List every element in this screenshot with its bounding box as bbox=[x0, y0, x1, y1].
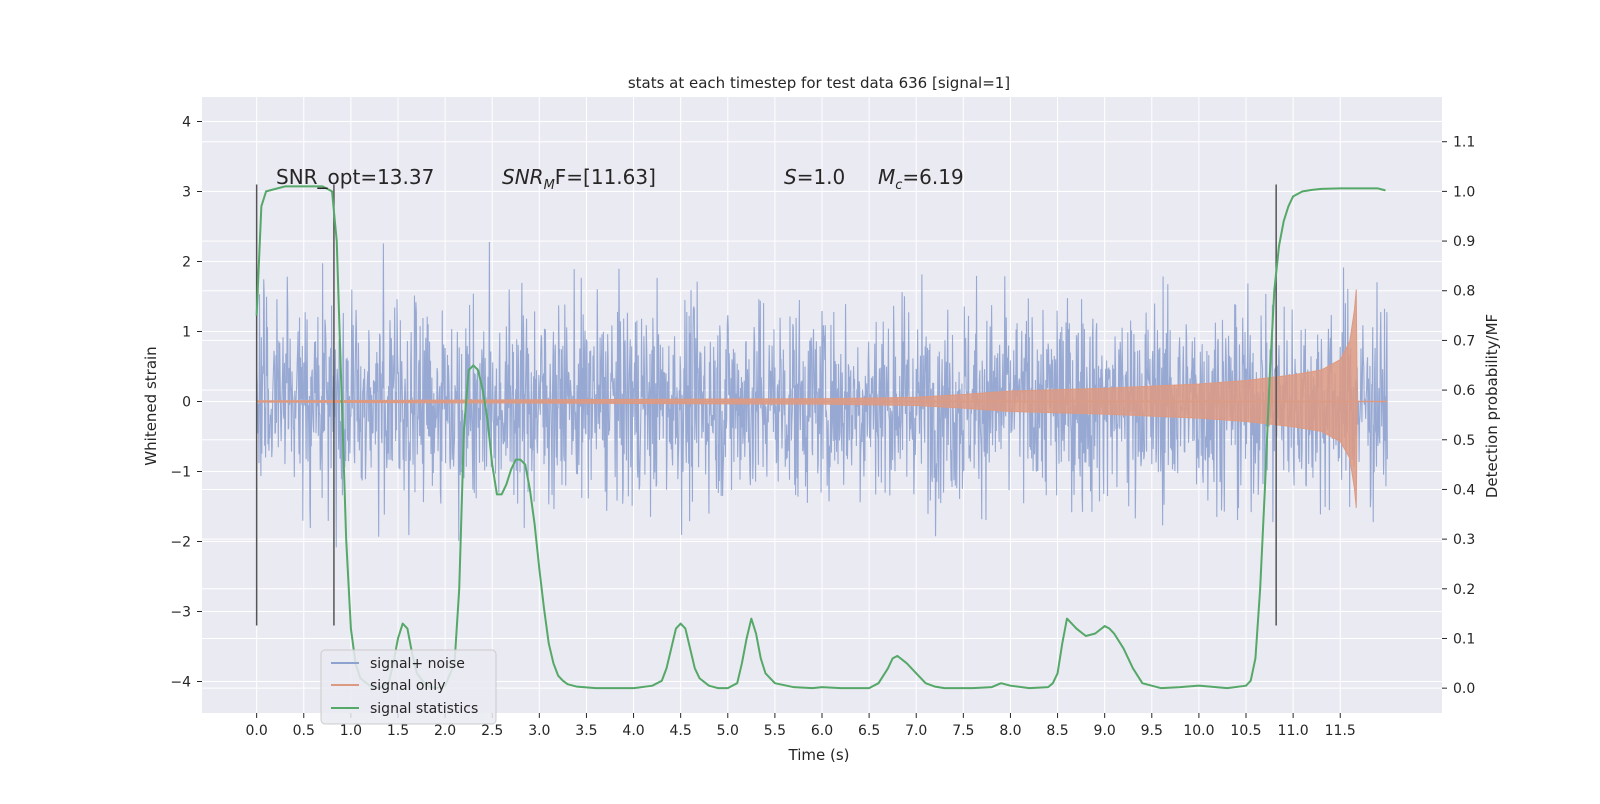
annotation-mc: Mc=6.19 bbox=[878, 165, 964, 193]
x-tick-label: 6.0 bbox=[811, 723, 833, 739]
annotation-s: S=1.0 bbox=[784, 165, 845, 189]
y-tick-label: 0 bbox=[182, 395, 191, 411]
x-tick-label: 7.5 bbox=[952, 723, 974, 739]
x-tick-label: 8.5 bbox=[1046, 723, 1068, 739]
x-tick-label: 8.0 bbox=[999, 723, 1021, 739]
y-tick-label: 1 bbox=[182, 325, 191, 341]
annotation-snr-opt: SNR_opt=13.37 bbox=[276, 165, 434, 189]
signal-noise-line bbox=[256, 242, 1388, 548]
y-right-tick-label: 0.6 bbox=[1453, 383, 1475, 399]
y-tick-label: −3 bbox=[170, 605, 191, 621]
x-tick-label: 4.5 bbox=[670, 723, 692, 739]
chart-title: stats at each timestep for test data 636… bbox=[628, 74, 1010, 92]
x-tick-label: 1.5 bbox=[387, 723, 409, 739]
y-right-axis-ticks: 0.0 0.1 0.2 0.3 0.4 0.5 0.6 0.7 0.8 0.9 1.0 1.1 bbox=[1442, 135, 1475, 697]
y-axis-label: Whitened strain bbox=[142, 346, 160, 465]
x-tick-label: 2.0 bbox=[434, 723, 456, 739]
legend-label-signal-only: signal only bbox=[370, 678, 445, 694]
x-tick-label: 1.0 bbox=[340, 723, 362, 739]
x-axis-ticks: 0.0 0.5 1.0 1.5 2.0 2.5 3.0 3.5 4.0 4.5 5.0 5.5 6.0 6… bbox=[246, 713, 1356, 739]
y-right-tick-label: 0.9 bbox=[1453, 234, 1475, 250]
y-axis-ticks: −4 −3 −2 −1 0 1 2 3 4 bbox=[170, 115, 202, 691]
x-tick-label: 0.0 bbox=[246, 723, 268, 739]
x-tick-label: 5.5 bbox=[764, 723, 786, 739]
y-right-tick-label: 0.2 bbox=[1453, 582, 1475, 598]
y-right-tick-label: 1.1 bbox=[1453, 135, 1475, 151]
x-tick-label: 6.5 bbox=[858, 723, 880, 739]
y-right-tick-label: 0.1 bbox=[1453, 631, 1475, 647]
x-tick-label: 10.0 bbox=[1183, 723, 1214, 739]
y-tick-label: −4 bbox=[170, 675, 191, 691]
y-tick-label: −2 bbox=[170, 535, 191, 551]
x-tick-label: 5.0 bbox=[717, 723, 739, 739]
x-tick-label: 0.5 bbox=[293, 723, 315, 739]
legend-label-signal-statistics: signal statistics bbox=[370, 701, 478, 717]
legend-box bbox=[320, 649, 497, 725]
x-tick-label: 10.5 bbox=[1230, 723, 1261, 739]
x-tick-label: 2.5 bbox=[481, 723, 503, 739]
annotation-snr-mf: SNRMF=[11.63] bbox=[502, 165, 656, 193]
x-tick-label: 7.0 bbox=[905, 723, 927, 739]
y-tick-label: 4 bbox=[182, 115, 191, 131]
x-tick-label: 9.0 bbox=[1094, 723, 1116, 739]
legend-label-signal-noise: signal+ noise bbox=[370, 656, 465, 672]
y-right-tick-label: 1.0 bbox=[1453, 184, 1475, 200]
y-right-tick-label: 0.5 bbox=[1453, 433, 1475, 449]
y-right-tick-label: 0.8 bbox=[1453, 284, 1475, 300]
x-tick-label: 3.5 bbox=[575, 723, 597, 739]
x-tick-label: 11.0 bbox=[1278, 723, 1309, 739]
y-tick-label: −1 bbox=[170, 465, 191, 481]
signal-noise-series bbox=[256, 242, 1388, 548]
y-right-tick-label: 0.0 bbox=[1453, 681, 1475, 697]
signal-only-series bbox=[256, 289, 1388, 508]
y-right-axis-label: Detection probability/MF bbox=[1483, 314, 1501, 498]
x-axis-label: Time (s) bbox=[788, 746, 850, 764]
x-tick-label: 9.5 bbox=[1141, 723, 1163, 739]
x-tick-label: 3.0 bbox=[528, 723, 550, 739]
x-tick-label: 4.0 bbox=[622, 723, 644, 739]
y-right-tick-label: 0.7 bbox=[1453, 333, 1475, 349]
y-tick-label: 3 bbox=[182, 185, 191, 201]
y-right-tick-label: 0.3 bbox=[1453, 532, 1475, 548]
y-right-tick-label: 0.4 bbox=[1453, 482, 1475, 498]
x-tick-label: 11.5 bbox=[1325, 723, 1356, 739]
vertical-markers bbox=[255, 184, 1277, 626]
y-tick-label: 2 bbox=[182, 255, 191, 271]
legend: signal+ noise signal only signal statist… bbox=[320, 649, 497, 725]
